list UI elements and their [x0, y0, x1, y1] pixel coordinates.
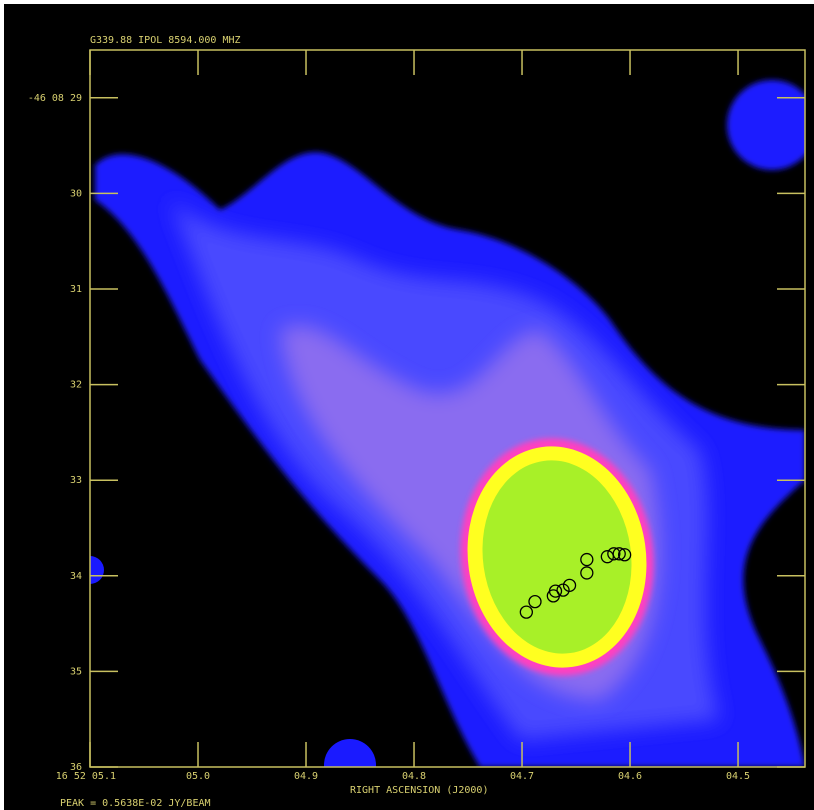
footer: PEAK = 0.5638E-02 JY/BEAM	[60, 798, 211, 809]
x-tick-label: 16 52 05.1	[56, 771, 116, 782]
x-tick-label: 05.0	[186, 771, 210, 782]
y-tick-label: 31	[70, 284, 82, 295]
maser-spot	[617, 548, 632, 562]
maser-spot	[580, 552, 594, 567]
y-tick-label: 33	[70, 475, 82, 486]
x-tick-label: 04.9	[294, 771, 318, 782]
x-axis-label: RIGHT ASCENSION (J2000)	[350, 785, 488, 796]
y-tick-label: 35	[70, 666, 82, 677]
y-tick-label: -46 08 29	[28, 93, 82, 104]
maser-spot	[612, 547, 626, 561]
y-tick-label: 34	[70, 571, 82, 582]
maser-spot	[562, 578, 577, 593]
maser-spot	[548, 584, 563, 598]
maser-spot	[519, 605, 533, 619]
x-tick-label: 04.7	[510, 771, 534, 782]
x-tick-label: 04.6	[618, 771, 642, 782]
frame	[89, 49, 806, 768]
chart-title: G339.88 IPOL 8594.000 MHZ	[90, 35, 241, 46]
x-tick-label: 04.8	[402, 771, 426, 782]
maser-spot	[528, 594, 542, 609]
radio-image	[90, 80, 805, 767]
maser-spot	[607, 547, 621, 561]
y-tick-label: 30	[70, 188, 82, 199]
y-tick-label: 36	[70, 762, 82, 773]
maser-spot	[580, 566, 594, 580]
x-tick-label: 04.5	[726, 771, 750, 782]
y-tick-label: 32	[70, 380, 82, 391]
